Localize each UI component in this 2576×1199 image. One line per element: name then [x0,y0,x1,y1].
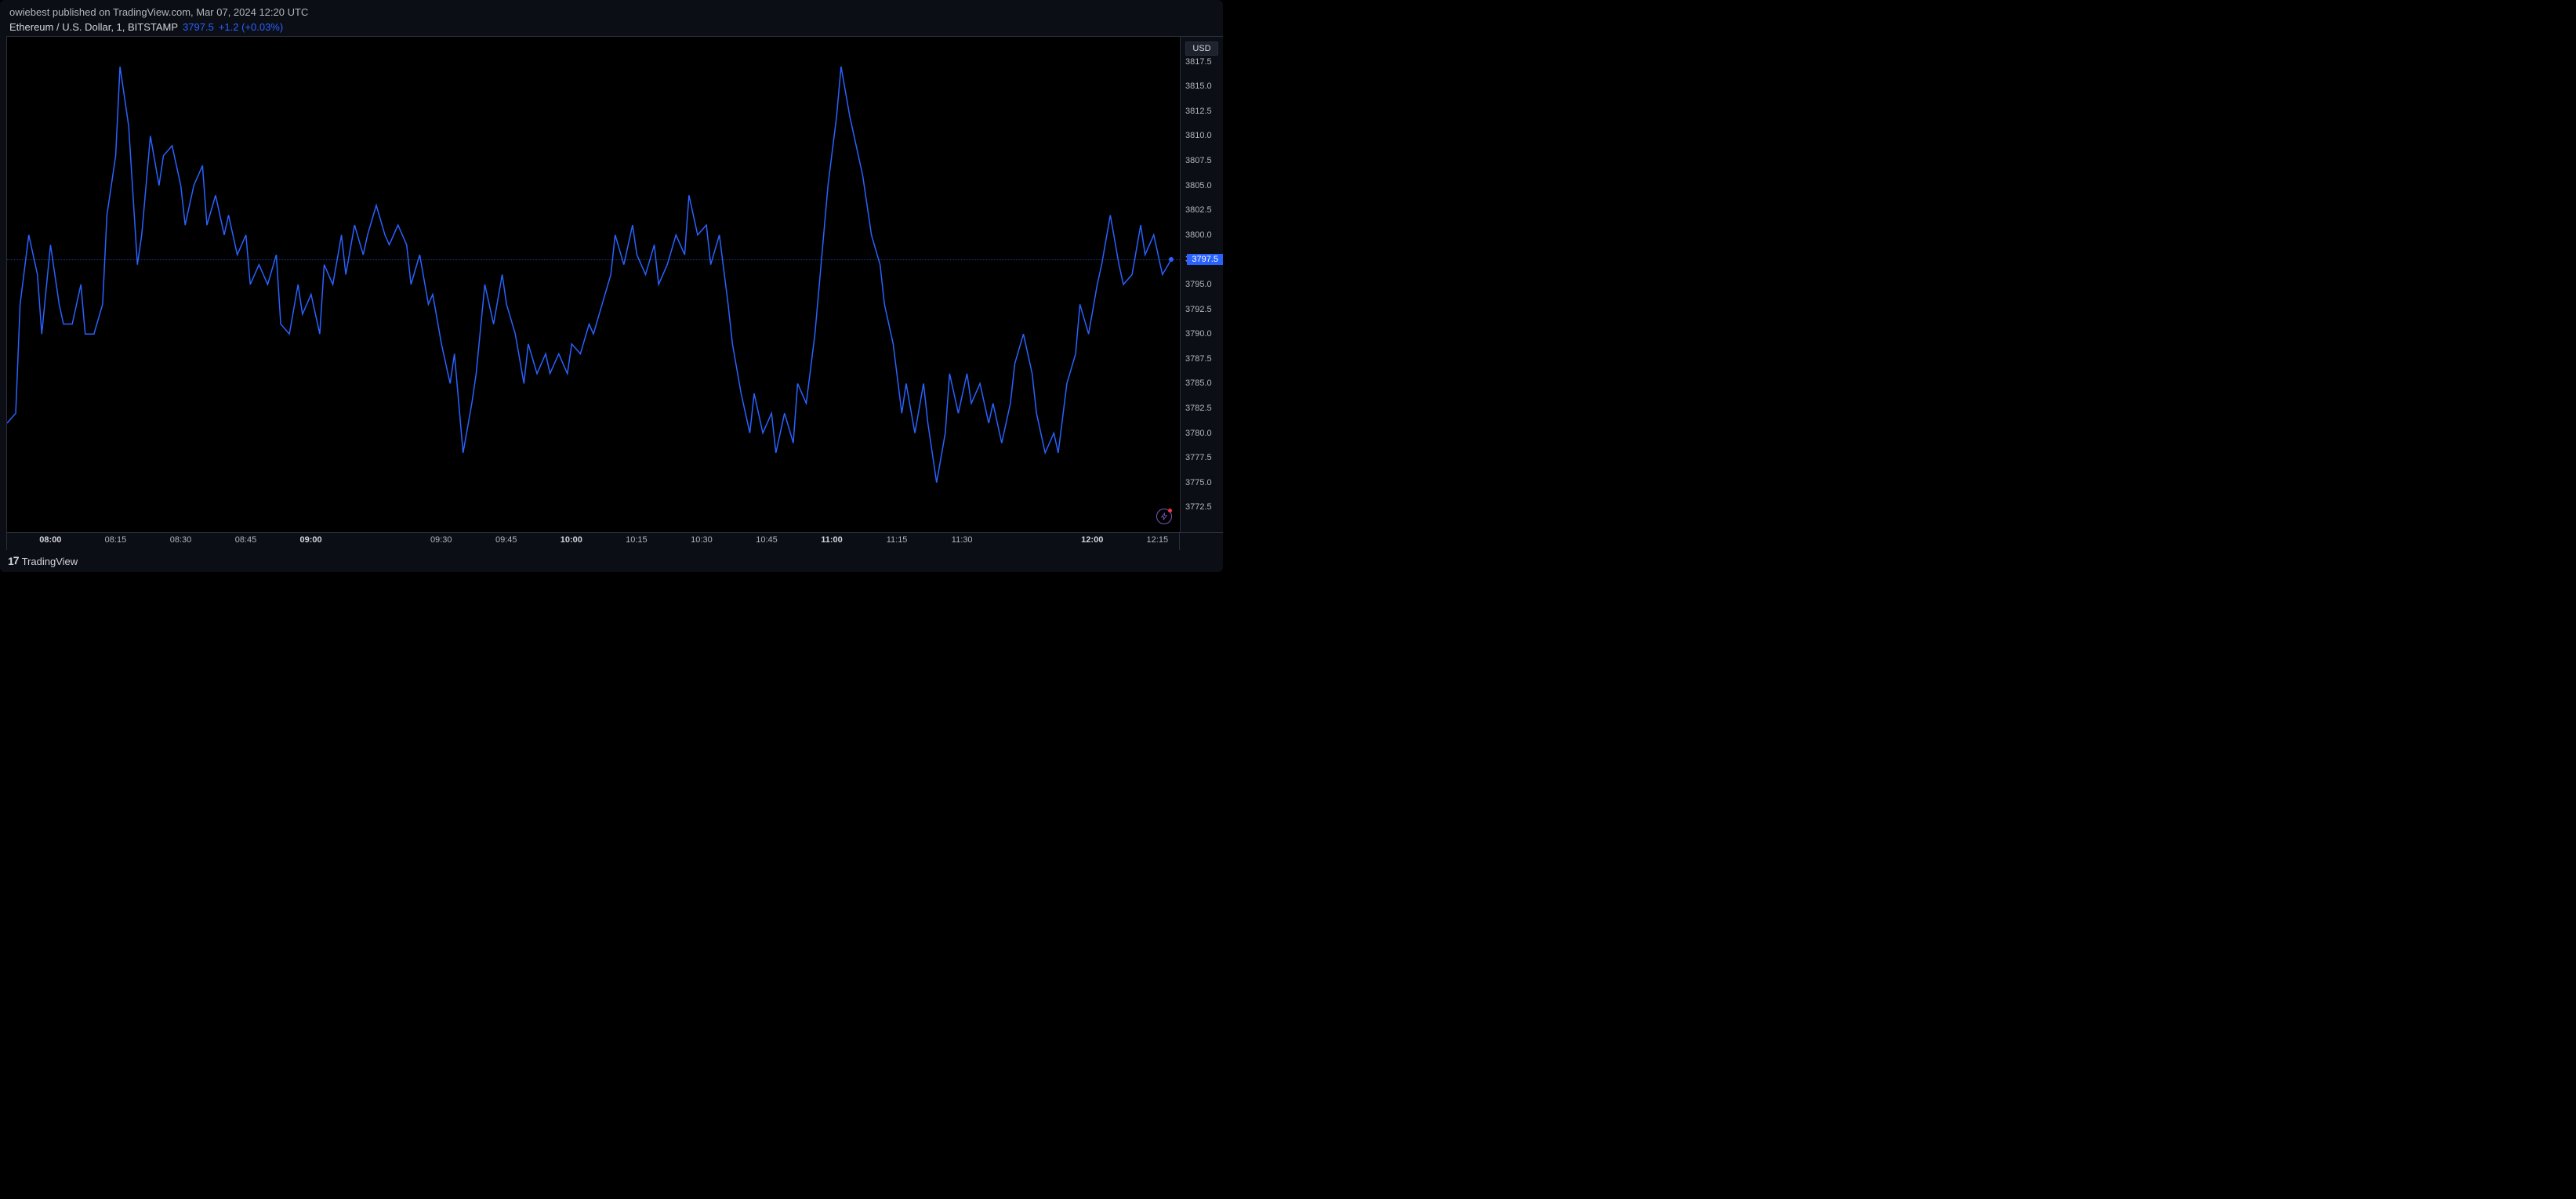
x-tick-label: 10:30 [691,535,713,545]
symbol-price: 3797.5 [183,21,214,33]
y-tick-label: 3787.5 [1185,354,1212,364]
symbol-name[interactable]: Ethereum / U.S. Dollar, 1, BITSTAMP [9,21,178,33]
footer: 17 TradingView [0,550,1223,572]
x-tick-label: 11:30 [952,535,973,545]
y-tick-label: 3775.0 [1185,478,1212,487]
x-tick-label: 08:00 [39,535,61,545]
y-tick-label: 3815.0 [1185,82,1212,91]
x-tick-label: 10:00 [561,535,582,545]
y-tick-label: 3802.5 [1185,205,1212,215]
x-tick-label: 12:15 [1147,535,1169,545]
y-tick-label: 3777.5 [1185,453,1212,462]
publish-info: owiebest published on TradingView.com, M… [0,0,1223,21]
x-tick-label: 11:00 [821,535,843,545]
y-tick-label: 3795.0 [1185,280,1212,289]
symbol-row: Ethereum / U.S. Dollar, 1, BITSTAMP 3797… [0,21,1223,36]
chart-wrap: USD 3772.5 3775.0 3777.5 3780.0 3782.5 3785.0… [0,36,1223,533]
current-price-line [7,259,1180,260]
y-tick-label: 3812.5 [1185,107,1212,116]
x-tick-label: 08:30 [170,535,192,545]
tradingview-logo-icon[interactable]: 17 [8,555,19,567]
y-tick-label: 3807.5 [1185,156,1212,165]
y-tick-label: 3805.0 [1185,181,1212,190]
brand-label[interactable]: TradingView [22,556,78,567]
x-tick-label: 11:15 [887,535,908,545]
x-axis[interactable]: 08:00 08:15 08:30 08:45 09:00 09:30 09:45 10:00… [6,533,1223,550]
x-tick-label: 10:45 [756,535,778,545]
symbol-change: +1.2 (+0.03%) [219,21,283,33]
y-tick-label: 3785.0 [1185,379,1212,388]
chart-container: owiebest published on TradingView.com, M… [0,0,1223,572]
price-line-chart [7,37,1180,532]
x-tick-label: 09:30 [430,535,452,545]
y-tick-label: 3817.5 [1185,57,1212,67]
flash-icon[interactable] [1156,509,1172,524]
y-axis[interactable]: USD 3772.5 3775.0 3777.5 3780.0 3782.5 3785.0… [1180,36,1223,533]
current-price-tag: 3797.5 [1187,254,1223,265]
x-tick-label: 08:45 [235,535,257,545]
x-tick-label: 08:15 [105,535,127,545]
plot-area[interactable] [6,36,1180,533]
currency-badge[interactable]: USD [1185,42,1218,56]
x-tick-label: 09:00 [300,535,322,545]
last-price-marker [1169,257,1174,262]
y-tick-label: 3810.0 [1185,131,1212,140]
x-tick-label: 12:00 [1081,535,1103,545]
y-tick-label: 3772.5 [1185,502,1212,512]
y-tick-label: 3800.0 [1185,230,1212,240]
y-tick-label: 3782.5 [1185,404,1212,413]
y-tick-label: 3780.0 [1185,429,1212,438]
x-tick-label: 10:15 [626,535,648,545]
y-tick-label: 3792.5 [1185,305,1212,314]
y-tick-label: 3790.0 [1185,329,1212,339]
x-tick-label: 09:45 [495,535,517,545]
